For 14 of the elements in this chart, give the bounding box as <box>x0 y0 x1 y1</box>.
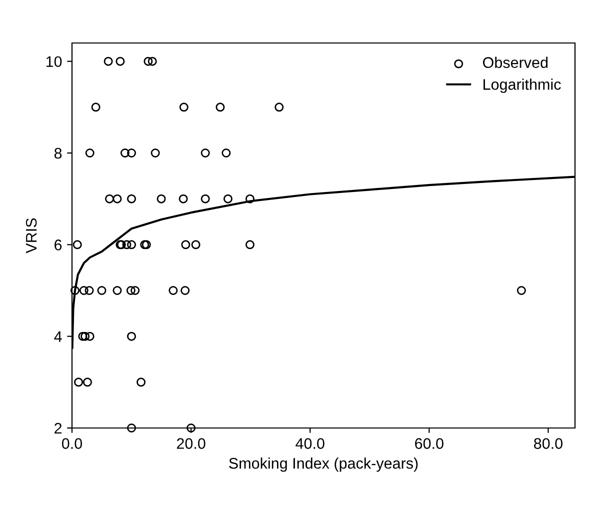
x-tick-label: 80.0 <box>534 438 562 449</box>
legend-label: Logarithmic <box>484 78 561 93</box>
x-axis-title: Smoking Index (pack-years) <box>229 458 418 472</box>
x-tick-label: 40.0 <box>296 438 324 449</box>
y-tick-label: 6 <box>54 240 62 250</box>
y-tick-label: 10 <box>46 56 62 68</box>
legend-label: Observed <box>483 56 548 68</box>
x-tick-label: 0.0 <box>62 438 82 449</box>
x-tick-label: 60.0 <box>415 438 444 449</box>
y-tick-label: 8 <box>54 148 62 159</box>
x-tick-label: 20.0 <box>176 438 206 449</box>
y-tick-label: 4 <box>54 331 62 342</box>
y-tick-label: 2 <box>54 422 62 434</box>
y-axis-title: VRIS <box>26 218 37 254</box>
